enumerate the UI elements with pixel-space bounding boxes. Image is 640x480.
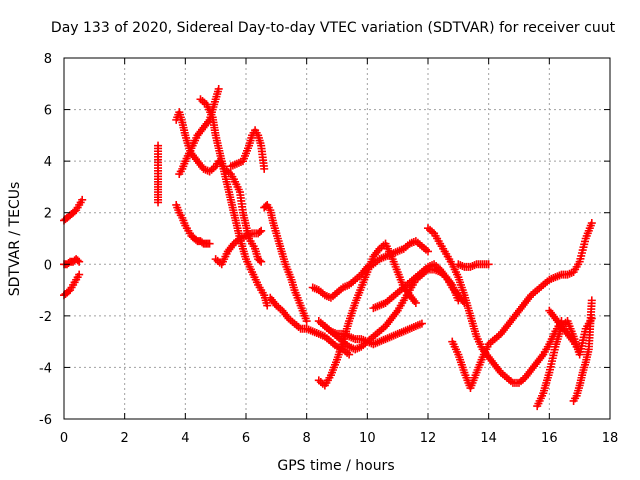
x-tick-label: 16 [541,431,558,446]
series-sat-l [266,293,354,359]
series-sat-c [60,270,84,300]
data-point [345,350,354,359]
plot-frame [63,57,611,420]
data-point [78,195,87,204]
y-tick-label: 8 [44,52,52,67]
data-point [260,164,269,173]
series-sat-b [60,255,84,269]
x-axis-label: GPS time / hours [277,458,394,474]
series-sat-k [260,200,311,326]
series-sat-f [172,200,214,248]
x-tick-label: 18 [602,431,619,446]
y-tick-label: 6 [44,104,52,119]
y-axis-label: SDTVAR / TECUs [7,182,23,297]
grid [64,58,610,419]
x-tick-label: 2 [121,431,129,446]
data-point-sample [255,228,264,237]
data-point [154,198,163,207]
data-point [484,260,493,269]
data-point [302,317,311,326]
data-point [257,257,266,266]
data-point-sample [255,256,264,265]
data-point [75,257,84,266]
y-tick-label: 4 [44,155,52,170]
data-series [60,84,596,411]
series-sat-w [569,296,596,405]
series-sat-x [545,306,584,356]
y-tick-label: 2 [44,207,52,222]
series-sat-j [226,126,269,173]
data-point-sample [73,256,82,265]
x-tick-label: 14 [480,431,497,446]
y-tick-label: -2 [39,310,52,325]
x-tick-label: 10 [359,431,376,446]
data-point [257,226,266,235]
chart-title: Day 133 of 2020, Sidereal Day-to-day VTE… [51,20,616,36]
series-sat-h [196,95,272,310]
data-point [214,84,223,93]
series-sat-n [314,239,420,390]
series-sat-e [172,108,266,266]
series-sat-d [154,141,163,207]
x-tick-label: 8 [303,431,311,446]
x-tick-label: 0 [60,431,68,446]
x-tick-label: 6 [242,431,250,446]
data-point [411,298,420,307]
data-point [575,347,584,356]
axis-ticks: 0 2 4 6 8 10 12 14 16 18 -6 -4 -2 0 2 4 6 8 [39,52,618,446]
y-tick-label: -6 [39,413,52,428]
data-point [587,296,596,305]
series-sat-p [314,317,426,349]
series-sat-s [454,260,493,271]
data-point [417,319,426,328]
x-tick-label: 12 [420,431,437,446]
series-sat-m [308,237,432,302]
data-point [263,301,272,310]
series-sat-i [211,226,266,269]
x-tick-label: 4 [181,431,189,446]
data-point [205,239,214,248]
data-point [587,219,596,228]
y-tick-label: -4 [39,361,52,376]
series-sat-t [448,219,596,393]
data-point [424,247,432,256]
data-point [75,270,84,279]
y-tick-label: 0 [44,258,52,273]
